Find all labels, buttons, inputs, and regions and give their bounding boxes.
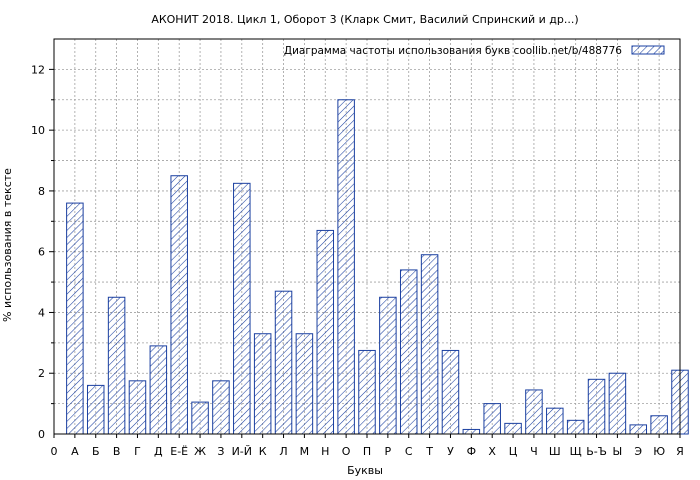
x-tick-label: В <box>113 445 121 458</box>
bar <box>608 372 627 435</box>
x-tick-label: К <box>259 445 267 458</box>
x-tick-label: 0 <box>51 445 58 458</box>
x-tick-label: С <box>405 445 413 458</box>
bar <box>170 175 188 435</box>
bar <box>212 380 230 435</box>
x-tick-label: Р <box>385 445 392 458</box>
bar <box>546 407 564 435</box>
bar <box>379 296 397 435</box>
x-tick-label: Ж <box>194 445 206 458</box>
x-tick-label: У <box>447 445 454 458</box>
y-tick-label: 2 <box>38 367 45 380</box>
x-tick-label: Ш <box>549 445 561 458</box>
bar <box>337 99 355 435</box>
bar <box>629 424 648 435</box>
bar <box>66 202 84 435</box>
x-tick-label: Я <box>676 445 684 458</box>
y-tick-label: 10 <box>31 124 45 137</box>
y-tick-label: 8 <box>38 185 45 198</box>
x-tick-label: Ч <box>530 445 538 458</box>
y-tick-label: 6 <box>38 246 45 259</box>
bar <box>483 403 501 435</box>
x-tick-label: Щ <box>570 445 582 458</box>
plot-frame <box>53 38 681 435</box>
bar <box>149 345 168 435</box>
x-tick-label: Г <box>134 445 141 458</box>
bar <box>86 384 105 435</box>
bar <box>358 349 376 435</box>
legend: Диаграмма частоты использования букв coo… <box>284 45 665 57</box>
x-tick-label: И-Й <box>232 445 252 458</box>
bar <box>191 401 209 435</box>
chart-title: АКОНИТ 2018. Цикл 1, Оборот 3 (Кларк Сми… <box>151 13 578 26</box>
x-tick-label: М <box>300 445 310 458</box>
y-axis-ticks: 0 2 4 6 8 10 12 <box>31 63 54 441</box>
x-tick-label: Д <box>154 445 163 458</box>
bar <box>316 229 335 435</box>
x-tick-label: П <box>363 445 371 458</box>
y-tick-label: 12 <box>31 63 45 76</box>
x-tick-label: Н <box>321 445 329 458</box>
bar <box>504 422 522 435</box>
x-tick-label: Ю <box>653 445 665 458</box>
x-tick-label: Б <box>92 445 100 458</box>
x-tick-label: Ь-Ъ <box>586 445 607 458</box>
x-tick-label: О <box>342 445 351 458</box>
bar <box>107 296 126 435</box>
y-tick-label: 4 <box>38 306 45 319</box>
bar <box>566 419 585 435</box>
bars <box>66 99 689 435</box>
bar <box>253 333 272 435</box>
legend-label: Диаграмма частоты использования букв coo… <box>284 45 622 57</box>
x-axis-ticks: 0 А Б В Г Д Е-Ё Ж З И-Й К Л М Н О П Р С Т У Ф Х Ц Ч Ш Щ Ь-Ъ Ы Э Ю Я <box>51 434 684 458</box>
x-tick-label: Ф <box>467 445 476 458</box>
x-tick-label: Т <box>425 445 433 458</box>
bar <box>462 428 481 435</box>
bar <box>295 333 314 435</box>
bar <box>399 269 418 435</box>
x-tick-label: Ы <box>613 445 623 458</box>
bar <box>441 349 460 435</box>
y-axis-label: % использования в тексте <box>1 168 14 322</box>
legend-swatch <box>631 45 665 55</box>
x-tick-label: Ц <box>509 445 518 458</box>
bar <box>650 415 668 435</box>
bar <box>420 254 439 435</box>
bar <box>128 380 147 435</box>
x-tick-label: Э <box>634 445 642 458</box>
bar <box>587 378 606 435</box>
x-tick-label: Е-Ё <box>170 445 188 458</box>
x-axis-label: Буквы <box>347 464 383 477</box>
bar <box>274 290 293 435</box>
x-tick-label: З <box>217 445 224 458</box>
bar <box>525 389 543 435</box>
x-tick-label: А <box>71 445 79 458</box>
x-tick-label: Л <box>279 445 287 458</box>
bar <box>233 182 251 435</box>
x-tick-label: Х <box>488 445 496 458</box>
y-tick-label: 0 <box>38 428 45 441</box>
